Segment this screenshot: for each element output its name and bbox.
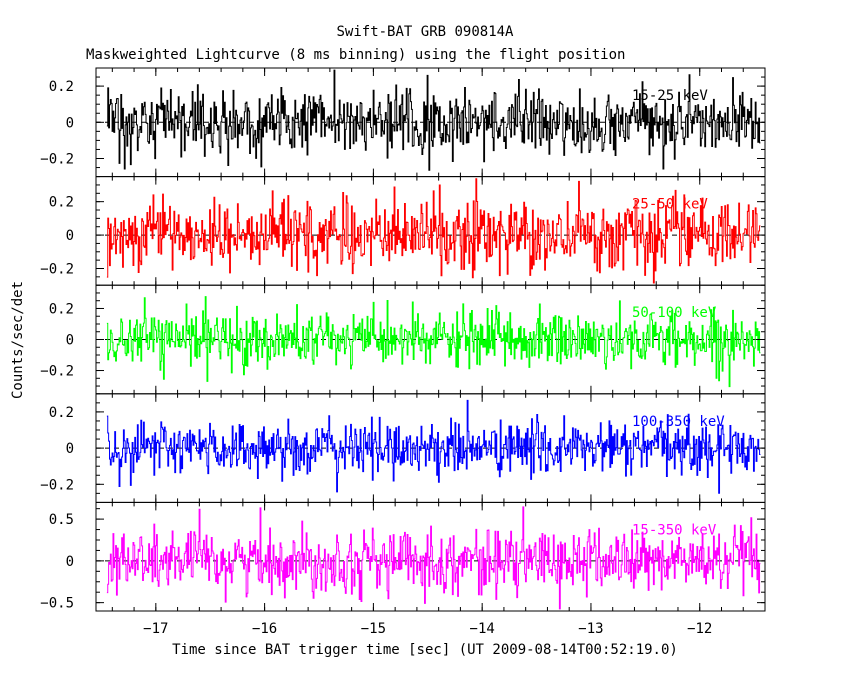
y-tick-label: 0	[66, 554, 74, 570]
y-tick-label: 0	[66, 228, 74, 244]
panels-group: 15-25 keV −0.2 0 0.2 25-50 keV −0.2 0 0.2 50-100…	[40, 67, 766, 637]
x-tick-label: −13	[578, 621, 603, 637]
series-line	[106, 399, 761, 494]
y-tick-label: −0.2	[40, 364, 74, 380]
chart-subtitle: Maskweighted Lightcurve (8 ms binning) u…	[86, 47, 625, 63]
y-tick-label: 0.2	[49, 405, 74, 421]
y-axis-label: Counts/sec/det	[10, 281, 26, 399]
y-tick-label: −0.5	[40, 596, 74, 612]
x-tick-label: −14	[470, 621, 495, 637]
x-tick-label: −15	[361, 621, 386, 637]
y-tick-label: 0.2	[49, 195, 74, 211]
legend-label: 25-50 keV	[632, 197, 708, 213]
series-line	[106, 296, 761, 388]
series-line	[106, 178, 761, 284]
legend-label: 15-350 keV	[632, 522, 717, 538]
y-tick-label: −0.2	[40, 152, 74, 168]
x-tick-label: −12	[687, 621, 712, 637]
y-tick-label: 0	[66, 333, 74, 349]
x-tick-label: −17	[143, 621, 168, 637]
series-line	[106, 506, 761, 610]
panel-frame	[95, 501, 766, 612]
x-axis-label: Time since BAT trigger time [sec] (UT 20…	[172, 642, 678, 658]
y-tick-label: −0.2	[40, 261, 74, 277]
x-tick-label: −16	[252, 621, 277, 637]
y-tick-label: 0.2	[49, 301, 74, 317]
series-line	[106, 69, 761, 171]
legend-label: 50-100 keV	[632, 305, 717, 321]
legend-label: 15-25 keV	[632, 88, 708, 104]
legend-label: 100-350 keV	[632, 414, 725, 430]
y-tick-label: 0	[66, 115, 74, 131]
chart-title: Swift-BAT GRB 090814A	[336, 24, 514, 40]
y-tick-label: 0.2	[49, 79, 74, 95]
y-tick-label: 0	[66, 441, 74, 457]
y-tick-label: −0.2	[40, 477, 74, 493]
y-tick-label: 0.5	[49, 512, 74, 528]
